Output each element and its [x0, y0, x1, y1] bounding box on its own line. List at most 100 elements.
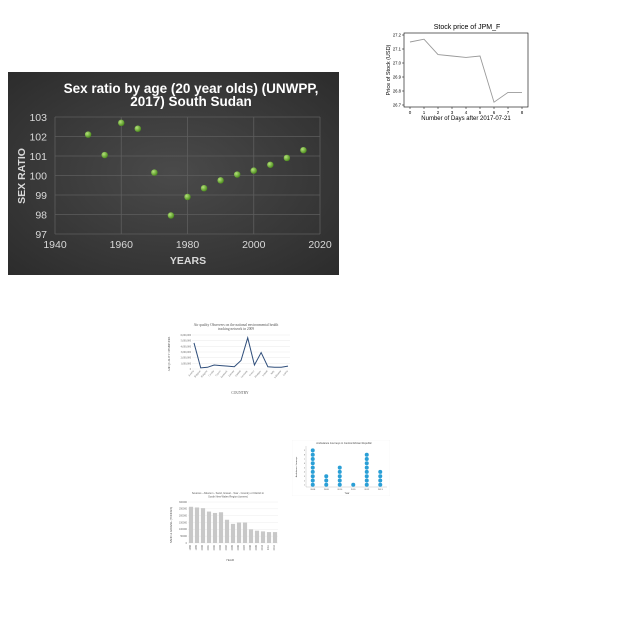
air-quality-y-tick-label: 2,000,000 [181, 357, 192, 360]
stock-price-x-tick-label: 3 [451, 110, 454, 115]
sex-ratio-y-tick-label: 100 [29, 171, 47, 183]
sex-ratio-y-tick-label: 99 [35, 190, 47, 202]
dot-plot-dot [364, 469, 369, 474]
dot-plot-dot [378, 482, 383, 487]
sand-gravel-chart-svg: Sources - Alluvium - Sand, Gravel - Year… [166, 487, 284, 565]
sand-gravel-bar [272, 532, 278, 543]
dot-plot-dot [378, 478, 383, 483]
sand-gravel-bar [236, 522, 242, 543]
sand-gravel-bar [230, 523, 236, 543]
dot-plot-dot [310, 478, 315, 483]
dot-plot-y-tick-label: 6 [304, 463, 306, 465]
sex-ratio-x-tick-label: 1980 [176, 239, 200, 251]
dot-plot-y-tick-label: 1 [304, 485, 306, 487]
sex-ratio-data-point [134, 125, 142, 132]
dot-plot-x-tick-label: 2010 [337, 489, 343, 491]
sand-gravel-y-tick-label: 0 [186, 542, 188, 545]
sand-gravel-bar [188, 506, 194, 543]
dot-plot-x-tick-label: 2008 [310, 489, 316, 491]
sex-ratio-chart-svg: Sex ratio by age (20 year olds) (UNWPP, … [8, 72, 339, 275]
sand-gravel-x-tick-label: 2005 [231, 544, 234, 550]
air-quality-title-line-1: Air quality Observers on the national en… [194, 323, 279, 327]
sand-gravel-bar [242, 522, 248, 543]
sex-ratio-x-tick-label: 1940 [43, 239, 67, 251]
dot-plot-chart-svg: Ambulance Journeys in Central African Re… [291, 439, 391, 497]
sex-ratio-data-point [267, 161, 274, 168]
sand-gravel-title-line-2: South New Wales Region (tonnes) [208, 495, 248, 499]
sex-ratio-y-tick-label: 97 [35, 229, 47, 241]
sand-gravel-y-tick-label: 200000 [179, 515, 188, 518]
sand-gravel-x-tick-label: 2012 [273, 544, 276, 550]
stock-price-y-tick-label: 26.8 [393, 89, 402, 94]
air-quality-y-tick-label: 3,000,000 [181, 351, 192, 354]
dot-plot-dot [337, 469, 342, 474]
stock-price-y-tick-label: 26.7 [393, 103, 402, 108]
dot-plot-dot [364, 465, 369, 470]
sand-gravel-y-tick-label: 150000 [179, 521, 188, 524]
stock-price-chart: Stock price of JPM_F 0 1 2 3 4 5 6 7 8 26.7 26.8 26… [382, 20, 532, 126]
dot-plot-title: Ambulance Journeys in Central African Re… [316, 441, 372, 445]
dot-plot-dot [364, 482, 369, 487]
dot-plot-dot [364, 452, 369, 457]
dot-plot-y-tick-label: 9 [304, 450, 306, 452]
dot-plot-x-axis-label: Year [345, 492, 350, 495]
dot-plot-dot [351, 482, 356, 487]
sex-ratio-y-axis-label: SEX RATIO [16, 148, 28, 204]
sand-gravel-y-tick-label: 300000 [179, 501, 188, 504]
stock-price-y-axis-label: Price of Stock (USD) [386, 44, 392, 95]
sand-gravel-bar [212, 512, 218, 543]
sand-gravel-chart: Sources - Alluvium - Sand, Gravel - Year… [166, 487, 284, 565]
sex-ratio-y-tick-label: 102 [29, 132, 47, 144]
air-quality-title-line-2: tracking network in 2009 [218, 327, 254, 331]
sex-ratio-x-tick-label: 2020 [308, 239, 332, 251]
dot-plot-x-tick-label: 2012 [364, 489, 370, 491]
stock-price-x-tick-label: 4 [465, 110, 468, 115]
stock-price-y-tick-label: 27.1 [393, 47, 402, 52]
sex-ratio-data-point [167, 212, 175, 219]
sand-gravel-x-tick-label: 2010 [261, 544, 264, 550]
sand-gravel-x-tick-label: 2002 [213, 544, 216, 550]
dot-plot-dot [310, 474, 315, 479]
air-quality-chart: Air quality Observers on the national en… [166, 320, 296, 398]
dot-plot-chart: Ambulance Journeys in Central African Re… [291, 439, 391, 497]
dot-plot-dot [310, 482, 315, 487]
sex-ratio-background [8, 72, 339, 275]
dot-plot-y-tick-label: 3 [304, 476, 306, 478]
air-quality-y-tick-label: 1,000,000 [181, 362, 192, 365]
stock-price-title: Stock price of JPM_F [434, 24, 501, 31]
stock-price-y-tick-label: 27.2 [393, 33, 402, 38]
air-quality-y-tick-label: 0 [190, 368, 192, 371]
sex-ratio-data-point [200, 184, 208, 192]
sand-gravel-x-tick-label: 2009 [255, 544, 258, 550]
sex-ratio-data-point [101, 151, 108, 159]
stock-price-y-tick-label: 26.9 [393, 75, 402, 80]
sand-gravel-x-axis-label: YEAR [226, 558, 235, 562]
sand-gravel-x-tick-label: 2000 [201, 544, 204, 550]
sand-gravel-x-tick-label: 2007 [243, 544, 246, 550]
air-quality-x-tick-label: Italy [270, 369, 276, 375]
sand-gravel-x-tick-label: 2008 [249, 544, 252, 550]
sand-gravel-bar [266, 532, 272, 543]
sand-gravel-x-tick-label: 2003 [219, 544, 222, 550]
air-quality-x-tick-label: Finland [235, 369, 243, 377]
air-quality-x-axis-label: COUNTRY [231, 391, 249, 395]
sex-ratio-y-tick-label: 103 [29, 112, 47, 124]
air-quality-y-tick-label: 5,000,000 [181, 340, 192, 343]
stock-price-series-line [409, 38, 522, 103]
dot-plot-dot [310, 457, 315, 461]
stock-price-x-tick-label: 0 [409, 110, 412, 115]
air-quality-series-line [193, 335, 289, 369]
air-quality-x-tick-label: Denmark [220, 369, 229, 379]
air-quality-x-tick-label: Austria [188, 369, 196, 377]
dot-plot-dot [364, 457, 369, 461]
sand-gravel-x-tick-label: 2006 [237, 544, 240, 550]
dot-plot-dot [337, 478, 342, 483]
dot-plot-dot [364, 474, 369, 479]
dot-plot-dot [378, 469, 383, 474]
air-quality-x-tick-label: Cyprus [215, 370, 222, 377]
sex-ratio-data-point [151, 169, 158, 176]
sand-gravel-y-tick-label: 250000 [179, 508, 188, 511]
sex-ratio-data-point [118, 119, 125, 127]
dot-plot-dot [364, 478, 369, 483]
dot-plot-dot [324, 482, 329, 487]
